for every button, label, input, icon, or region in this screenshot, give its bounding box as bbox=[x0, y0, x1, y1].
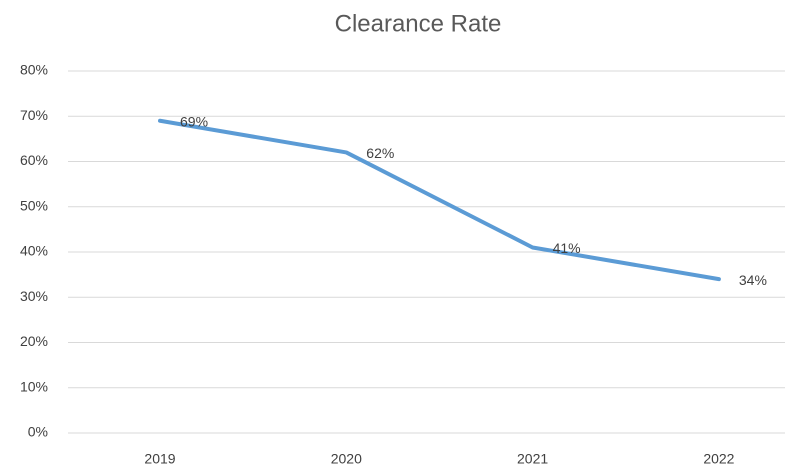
x-tick-label: 2022 bbox=[703, 451, 734, 467]
y-tick-label: 20% bbox=[20, 333, 48, 349]
y-tick-label: 40% bbox=[20, 243, 48, 259]
data-label: 62% bbox=[366, 145, 394, 161]
y-tick-label: 50% bbox=[20, 197, 48, 213]
data-label: 41% bbox=[553, 240, 581, 256]
x-tick-label: 2021 bbox=[517, 451, 548, 467]
y-tick-label: 30% bbox=[20, 288, 48, 304]
data-label: 69% bbox=[180, 113, 208, 129]
y-tick-label: 60% bbox=[20, 152, 48, 168]
y-tick-label: 80% bbox=[20, 62, 48, 78]
x-tick-label: 2020 bbox=[331, 451, 362, 467]
y-tick-label: 0% bbox=[28, 424, 48, 440]
y-tick-label: 70% bbox=[20, 107, 48, 123]
data-line bbox=[158, 118, 721, 282]
chart-title: Clearance Rate bbox=[335, 10, 502, 37]
x-tick-label: 2019 bbox=[144, 451, 175, 467]
y-tick-label: 10% bbox=[20, 378, 48, 394]
data-label: 34% bbox=[739, 272, 767, 288]
